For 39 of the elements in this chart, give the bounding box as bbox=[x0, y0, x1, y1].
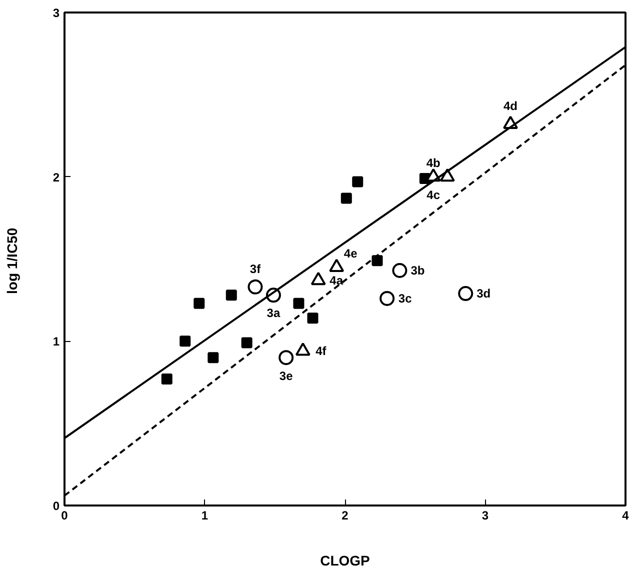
annotation: 4f bbox=[316, 344, 328, 358]
point bbox=[352, 176, 364, 188]
x-tick-label: 3 bbox=[482, 508, 489, 522]
annotation: 4b bbox=[426, 156, 440, 170]
annotation: 3d bbox=[476, 286, 491, 301]
point bbox=[458, 286, 474, 301]
annotation: 4e bbox=[344, 246, 358, 261]
point bbox=[278, 350, 294, 366]
point bbox=[226, 290, 237, 301]
annotation: 4a bbox=[330, 273, 344, 288]
point bbox=[392, 263, 408, 278]
x-tick-label: 4 bbox=[622, 508, 630, 522]
point bbox=[372, 255, 383, 266]
annotation: 3f bbox=[250, 262, 262, 276]
point bbox=[307, 312, 318, 324]
point bbox=[248, 279, 263, 294]
y-tick-label: 3 bbox=[52, 6, 60, 20]
point bbox=[380, 290, 395, 306]
point bbox=[180, 336, 191, 347]
y-tick-label: 0 bbox=[52, 499, 60, 513]
y-axis-title: log 1/IC50 bbox=[4, 228, 20, 294]
point bbox=[208, 352, 219, 364]
x-tick-label: 0 bbox=[61, 508, 68, 522]
x-tick-label: 2 bbox=[342, 508, 349, 522]
y-tick-label: 1 bbox=[52, 334, 60, 349]
x-tick-label: 1 bbox=[201, 508, 208, 522]
annotation: 3c bbox=[398, 291, 412, 306]
point bbox=[241, 337, 252, 348]
annotation: 4c bbox=[426, 188, 440, 202]
x-axis-title: CLOGP bbox=[320, 552, 370, 568]
annotation: 3a bbox=[266, 306, 280, 320]
annotation: 3b bbox=[410, 264, 425, 278]
y-tick-label: 2 bbox=[52, 170, 60, 184]
point bbox=[194, 298, 205, 309]
annotation: 4d bbox=[503, 99, 518, 114]
point bbox=[161, 373, 172, 384]
point bbox=[293, 298, 304, 309]
point bbox=[340, 192, 352, 204]
annotation: 3e bbox=[279, 369, 294, 384]
